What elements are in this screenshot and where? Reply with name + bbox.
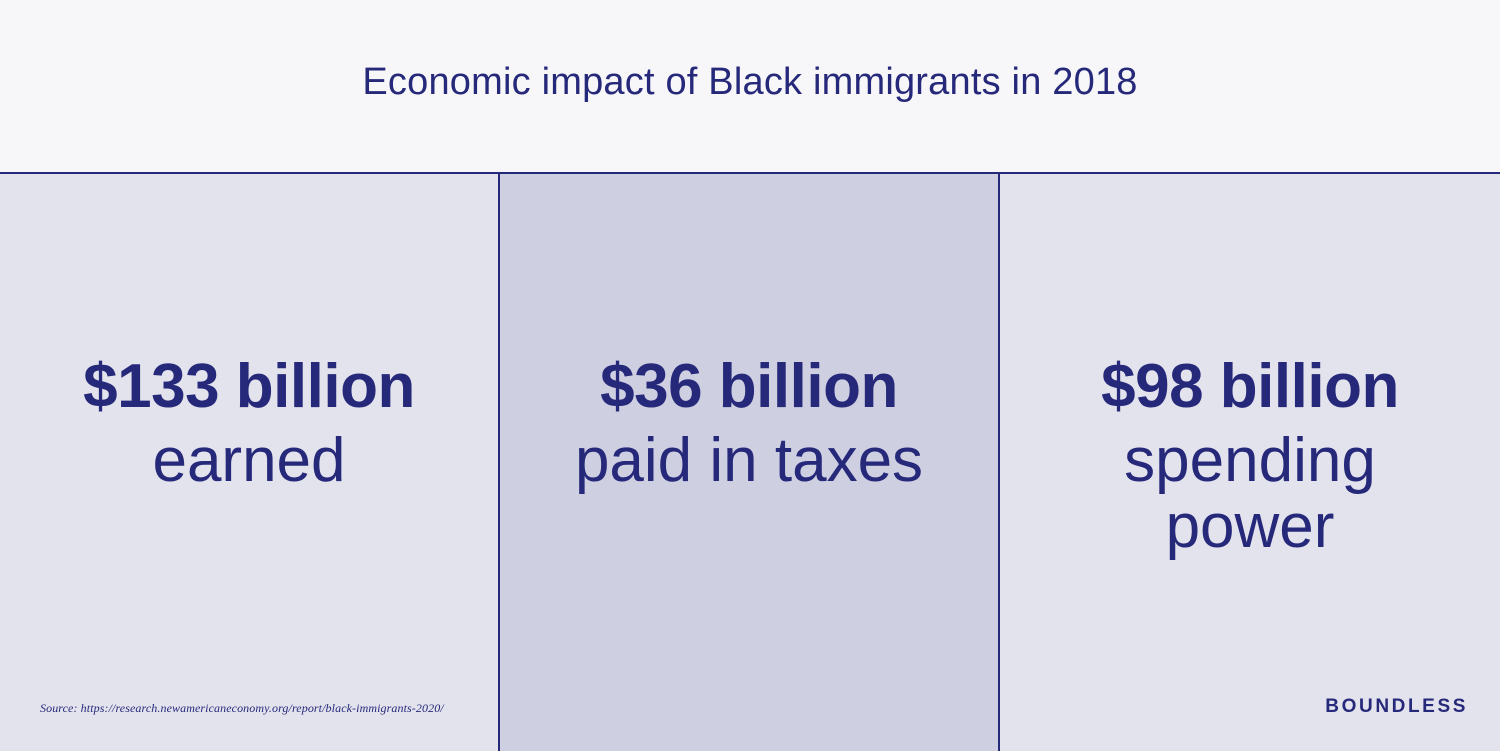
brand-logo: BOUNDLESS bbox=[1325, 696, 1468, 717]
stat-panel-spending: $98 billion spending power BOUNDLESS bbox=[1000, 174, 1500, 751]
stat-label-taxes: paid in taxes bbox=[574, 426, 924, 495]
stat-value-spending: $98 billion bbox=[1101, 352, 1399, 421]
page-title: Economic impact of Black immigrants in 2… bbox=[362, 60, 1138, 103]
source-citation: Source: https://research.newamericanecon… bbox=[40, 701, 444, 715]
stat-panel-earned: $133 billion earned Source: https://rese… bbox=[0, 174, 500, 751]
stat-panel-taxes: $36 billion paid in taxes bbox=[500, 174, 1000, 751]
stat-value-earned: $133 billion bbox=[83, 352, 415, 421]
stat-label-spending: spending power bbox=[1124, 426, 1376, 561]
stats-panels: $133 billion earned Source: https://rese… bbox=[0, 172, 1500, 751]
header: Economic impact of Black immigrants in 2… bbox=[0, 0, 1500, 172]
stat-label-earned: earned bbox=[152, 426, 346, 495]
stat-value-taxes: $36 billion bbox=[600, 352, 898, 421]
